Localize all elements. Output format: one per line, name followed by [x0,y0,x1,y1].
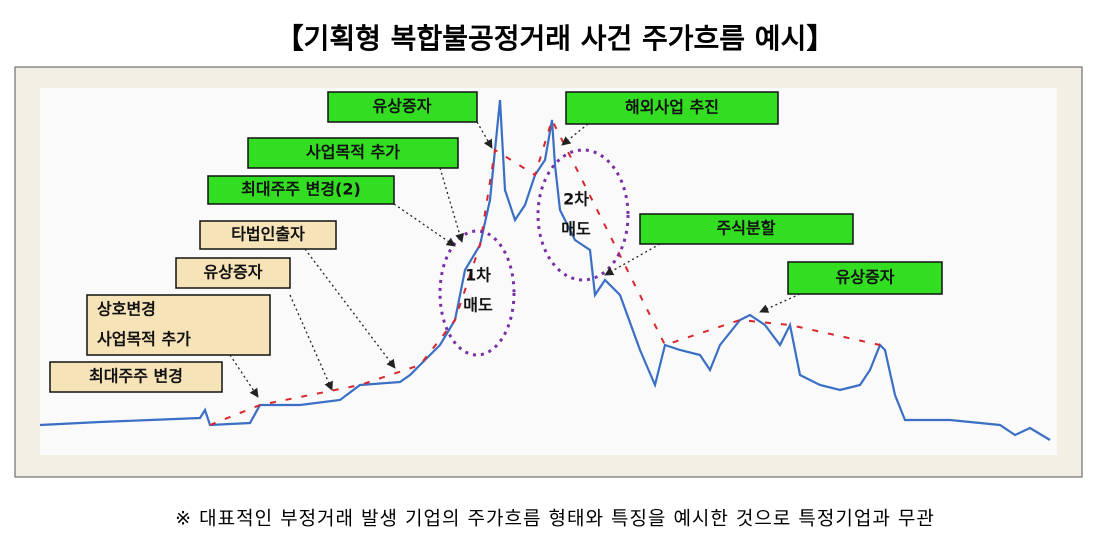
annotation: 주식분할 [717,219,776,238]
sell-label: 2차 [563,190,589,209]
arrows [229,121,801,398]
sell-ellipse [438,229,516,357]
sell-label: 매도 [561,220,591,239]
annotation: 최대주주 변경(2) [241,180,361,199]
label-box [327,91,478,123]
label-box [49,361,223,393]
annotation: 유상증자 [204,263,263,282]
label-box [199,220,337,250]
annotation: 상호변경 [97,300,156,319]
label-box [175,257,291,289]
annotation: 사업목적 추가 [97,330,191,349]
annotation: 최대주주 변경 [89,367,183,386]
price-up-segments [209,117,881,426]
sell-label: 매도 [463,296,493,315]
annotation: 유상증자 [373,97,432,116]
annotation: 사업목적 추가 [306,143,400,162]
footnote: ※ 대표적인 부정거래 발생 기업의 주가흐름 형태와 특징을 예시한 것으로 … [175,508,935,530]
label-box [565,91,779,125]
label-box [787,261,943,295]
title: 【기획형 복합불공정거래 사건 주가흐름 예시】 [276,22,835,55]
label-box [86,294,271,356]
sell-label: 1차 [465,266,491,285]
annotation: 유상증자 [836,268,895,287]
label-box [207,175,395,205]
annotation: 타법인출자 [231,225,305,244]
price-trace [39,99,1051,441]
label-box [247,137,459,169]
label-box [639,213,854,245]
sell-ellipse [536,148,630,282]
annotation: 해외사업 추진 [625,98,719,117]
